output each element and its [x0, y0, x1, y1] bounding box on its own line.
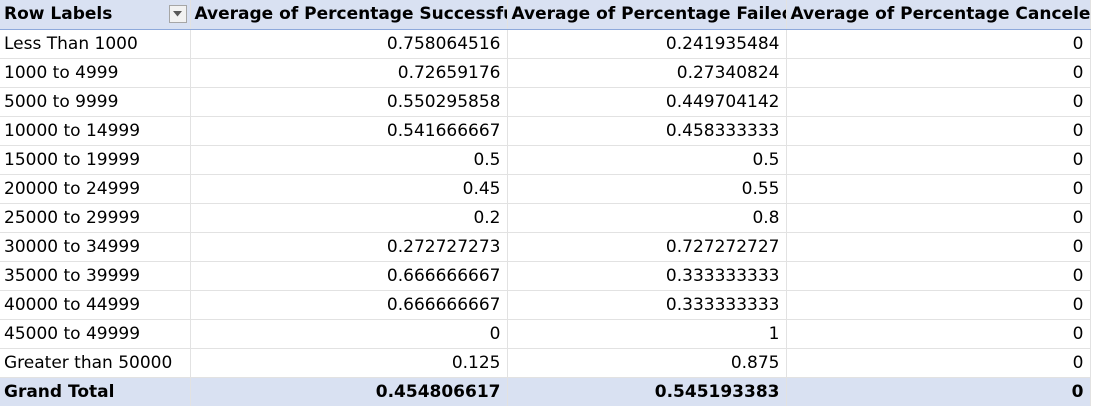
canceled-cell[interactable]: 0	[786, 290, 1091, 320]
canceled-cell[interactable]: 0	[786, 348, 1091, 378]
failed-cell[interactable]: 0.27340824	[507, 58, 787, 88]
row-label-cell[interactable]: 30000 to 34999	[0, 232, 191, 262]
table-row: 20000 to 24999 0.45 0.55 0	[0, 174, 1091, 204]
row-label-cell[interactable]: Greater than 50000	[0, 348, 191, 378]
canceled-cell[interactable]: 0	[786, 87, 1091, 117]
successful-header[interactable]: Average of Percentage Successful	[190, 0, 508, 30]
successful-cell[interactable]: 0	[190, 319, 508, 349]
failed-cell[interactable]: 1	[507, 319, 787, 349]
table-row: 1000 to 4999 0.72659176 0.27340824 0	[0, 58, 1091, 88]
failed-header[interactable]: Average of Percentage Failed	[507, 0, 787, 30]
successful-cell[interactable]: 0.550295858	[190, 87, 508, 117]
failed-cell[interactable]: 0.727272727	[507, 232, 787, 262]
row-label-cell[interactable]: 45000 to 49999	[0, 319, 191, 349]
filter-dropdown-icon[interactable]	[168, 5, 187, 23]
grand-total-successful[interactable]: 0.454806617	[190, 376, 508, 406]
table-row: 40000 to 44999 0.666666667 0.333333333 0	[0, 290, 1091, 320]
failed-cell[interactable]: 0.333333333	[507, 261, 787, 291]
table-row: Less Than 1000 0.758064516 0.241935484 0	[0, 29, 1091, 59]
successful-cell[interactable]: 0.45	[190, 174, 508, 204]
successful-cell[interactable]: 0.72659176	[190, 58, 508, 88]
successful-cell[interactable]: 0.125	[190, 348, 508, 378]
canceled-cell[interactable]: 0	[786, 174, 1091, 204]
successful-cell[interactable]: 0.541666667	[190, 116, 508, 146]
row-label-cell[interactable]: 1000 to 4999	[0, 58, 191, 88]
table-row: 45000 to 49999 0 1 0	[0, 319, 1091, 349]
canceled-cell[interactable]: 0	[786, 29, 1091, 59]
successful-cell[interactable]: 0.5	[190, 145, 508, 175]
row-label-cell[interactable]: 20000 to 24999	[0, 174, 191, 204]
failed-cell[interactable]: 0.8	[507, 203, 787, 233]
failed-cell[interactable]: 0.458333333	[507, 116, 787, 146]
canceled-header[interactable]: Average of Percentage Canceled	[786, 0, 1091, 30]
table-row: 35000 to 39999 0.666666667 0.333333333 0	[0, 261, 1091, 291]
canceled-cell[interactable]: 0	[786, 232, 1091, 262]
successful-cell[interactable]: 0.666666667	[190, 290, 508, 320]
table-row: 5000 to 9999 0.550295858 0.449704142 0	[0, 87, 1091, 117]
table-row: Greater than 50000 0.125 0.875 0	[0, 348, 1091, 378]
grand-total-row: Grand Total 0.454806617 0.545193383 0	[0, 376, 1091, 406]
failed-cell[interactable]: 0.5	[507, 145, 787, 175]
canceled-cell[interactable]: 0	[786, 116, 1091, 146]
failed-cell[interactable]: 0.875	[507, 348, 787, 378]
table-row: 30000 to 34999 0.272727273 0.727272727 0	[0, 232, 1091, 262]
successful-cell[interactable]: 0.758064516	[190, 29, 508, 59]
failed-cell[interactable]: 0.449704142	[507, 87, 787, 117]
row-label-cell[interactable]: 25000 to 29999	[0, 203, 191, 233]
grand-total-label[interactable]: Grand Total	[0, 376, 191, 406]
failed-cell[interactable]: 0.241935484	[507, 29, 787, 59]
row-label-cell[interactable]: Less Than 1000	[0, 29, 191, 59]
canceled-cell[interactable]: 0	[786, 145, 1091, 175]
failed-cell[interactable]: 0.333333333	[507, 290, 787, 320]
row-labels-header: Row Labels	[4, 4, 113, 25]
row-labels-header-cell[interactable]: Row Labels	[0, 0, 191, 30]
grand-total-failed[interactable]: 0.545193383	[507, 376, 787, 406]
canceled-cell[interactable]: 0	[786, 319, 1091, 349]
row-label-cell[interactable]: 40000 to 44999	[0, 290, 191, 320]
pivot-header: Row Labels Average of Percentage Success…	[0, 0, 1091, 30]
table-row: 25000 to 29999 0.2 0.8 0	[0, 203, 1091, 233]
header-row: Row Labels Average of Percentage Success…	[0, 0, 1091, 30]
row-label-cell[interactable]: 35000 to 39999	[0, 261, 191, 291]
table-row: 15000 to 19999 0.5 0.5 0	[0, 145, 1091, 175]
row-label-cell[interactable]: 10000 to 14999	[0, 116, 191, 146]
canceled-cell[interactable]: 0	[786, 58, 1091, 88]
successful-cell[interactable]: 0.666666667	[190, 261, 508, 291]
grand-total-canceled[interactable]: 0	[786, 376, 1091, 406]
table-row: 10000 to 14999 0.541666667 0.458333333 0	[0, 116, 1091, 146]
canceled-cell[interactable]: 0	[786, 261, 1091, 291]
pivot-body: Less Than 1000 0.758064516 0.241935484 0…	[0, 29, 1091, 406]
canceled-cell[interactable]: 0	[786, 203, 1091, 233]
successful-cell[interactable]: 0.2	[190, 203, 508, 233]
row-label-cell[interactable]: 5000 to 9999	[0, 87, 191, 117]
row-label-cell[interactable]: 15000 to 19999	[0, 145, 191, 175]
failed-cell[interactable]: 0.55	[507, 174, 787, 204]
successful-cell[interactable]: 0.272727273	[190, 232, 508, 262]
